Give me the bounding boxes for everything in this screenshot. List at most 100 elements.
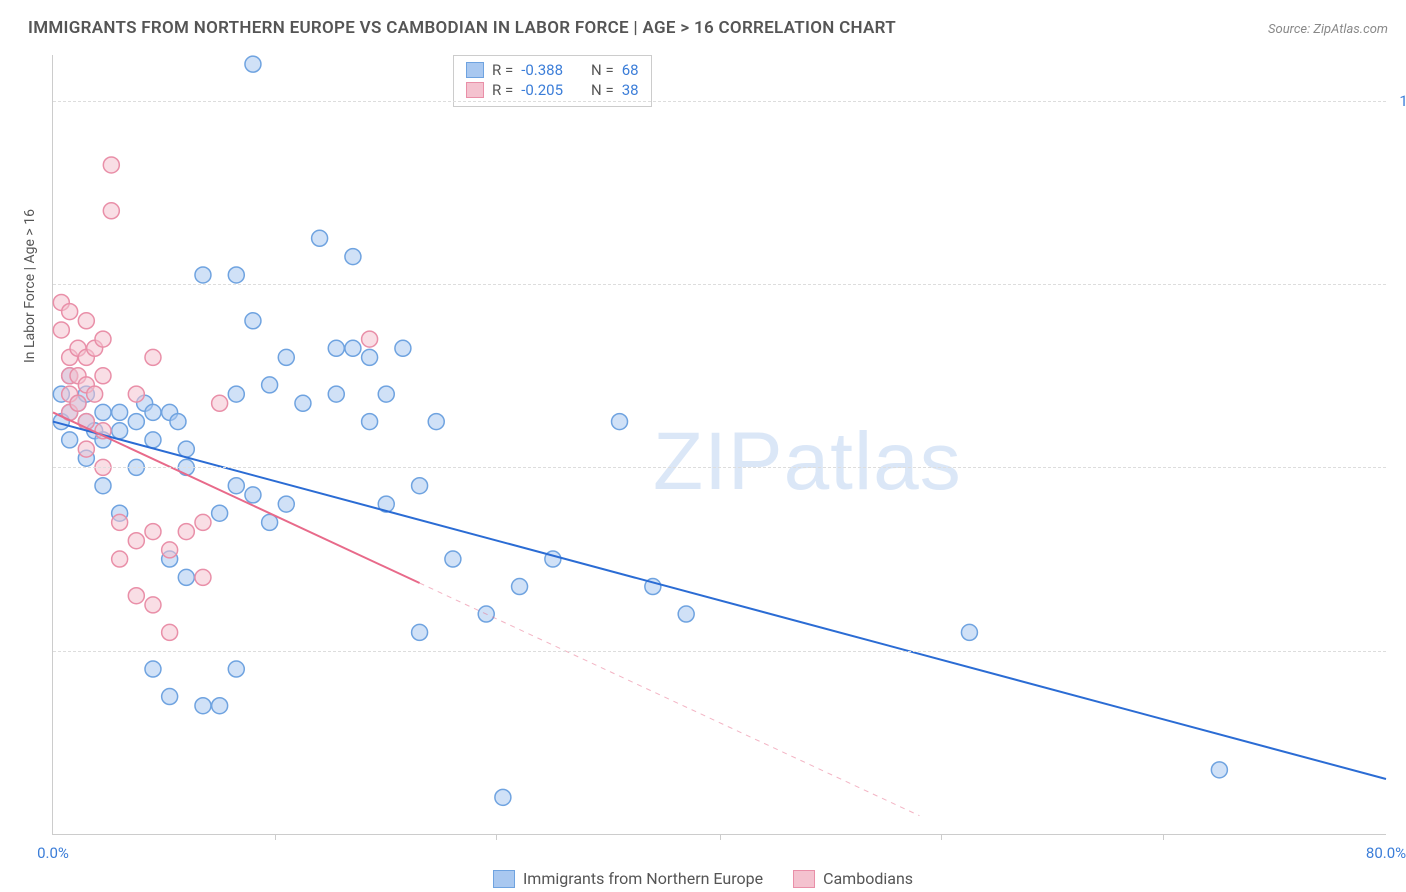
scatter-point (245, 313, 261, 329)
scatter-point (445, 551, 461, 567)
scatter-point (145, 432, 161, 448)
scatter-point (678, 606, 694, 622)
scatter-point (62, 432, 78, 448)
stats-swatch-series1 (466, 62, 484, 78)
scatter-point (53, 322, 69, 338)
scatter-point (62, 304, 78, 320)
stats-label-n: N = (591, 61, 614, 79)
stats-swatch-series2 (466, 82, 484, 98)
scatter-plot-svg (53, 55, 1386, 834)
scatter-point (328, 340, 344, 356)
stats-label-r: R = (492, 61, 513, 79)
legend-label-series1: Immigrants from Northern Europe (523, 869, 763, 888)
scatter-point (362, 331, 378, 347)
scatter-point (195, 698, 211, 714)
scatter-point (95, 478, 111, 494)
stats-r-series2: -0.205 (521, 81, 563, 99)
x-minor-tick (275, 834, 276, 840)
stats-n-series2: 38 (622, 81, 639, 99)
scatter-point (412, 478, 428, 494)
scatter-point (95, 331, 111, 347)
scatter-point (412, 624, 428, 640)
y-axis-title: In Labor Force | Age > 16 (22, 209, 38, 363)
trend-line-dashed (420, 583, 920, 816)
stats-label-n: N = (591, 81, 614, 99)
scatter-point (195, 267, 211, 283)
scatter-point (195, 569, 211, 585)
stats-row-series1: R = -0.388 N = 68 (466, 60, 639, 80)
scatter-point (212, 698, 228, 714)
scatter-point (345, 340, 361, 356)
scatter-point (345, 249, 361, 265)
scatter-point (262, 377, 278, 393)
scatter-point (78, 441, 94, 457)
legend-label-series2: Cambodians (823, 869, 913, 888)
x-minor-tick (496, 834, 497, 840)
scatter-point (178, 441, 194, 457)
scatter-point (212, 395, 228, 411)
scatter-point (162, 624, 178, 640)
stats-row-series2: R = -0.205 N = 38 (466, 80, 639, 100)
legend-swatch-series2 (793, 870, 815, 888)
scatter-point (145, 349, 161, 365)
scatter-point (95, 404, 111, 420)
stats-r-series1: -0.388 (521, 61, 563, 79)
scatter-point (112, 514, 128, 530)
scatter-point (70, 395, 86, 411)
chart-title: IMMIGRANTS FROM NORTHERN EUROPE VS CAMBO… (28, 18, 896, 38)
scatter-point (228, 661, 244, 677)
scatter-point (103, 157, 119, 173)
scatter-point (78, 313, 94, 329)
x-tick-label: 80.0% (1366, 844, 1406, 862)
scatter-point (362, 414, 378, 430)
source-attribution: Source: ZipAtlas.com (1268, 22, 1388, 37)
scatter-point (328, 386, 344, 402)
scatter-point (495, 789, 511, 805)
scatter-point (162, 689, 178, 705)
scatter-point (103, 203, 119, 219)
scatter-point (87, 386, 103, 402)
scatter-point (312, 230, 328, 246)
gridline-horizontal (53, 284, 1386, 285)
scatter-point (128, 414, 144, 430)
scatter-point (295, 395, 311, 411)
gridline-horizontal (53, 467, 1386, 468)
scatter-point (170, 414, 186, 430)
scatter-point (195, 514, 211, 530)
scatter-point (278, 349, 294, 365)
legend: Immigrants from Northern Europe Cambodia… (0, 869, 1406, 888)
y-tick-label: 100.0% (1399, 92, 1406, 110)
legend-item-series1: Immigrants from Northern Europe (493, 869, 763, 888)
scatter-point (245, 56, 261, 72)
scatter-point (162, 542, 178, 558)
scatter-point (95, 368, 111, 384)
scatter-point (112, 551, 128, 567)
scatter-point (145, 661, 161, 677)
scatter-point (112, 423, 128, 439)
scatter-point (228, 267, 244, 283)
stats-n-series1: 68 (622, 61, 639, 79)
scatter-point (128, 588, 144, 604)
scatter-point (145, 524, 161, 540)
scatter-point (961, 624, 977, 640)
stats-label-r: R = (492, 81, 513, 99)
correlation-stats-box: R = -0.388 N = 68 R = -0.205 N = 38 (453, 55, 652, 107)
gridline-horizontal (53, 101, 1386, 102)
x-minor-tick (1163, 834, 1164, 840)
scatter-point (512, 579, 528, 595)
legend-item-series2: Cambodians (793, 869, 913, 888)
scatter-point (128, 386, 144, 402)
scatter-point (128, 533, 144, 549)
scatter-point (362, 349, 378, 365)
scatter-point (245, 487, 261, 503)
scatter-point (178, 569, 194, 585)
scatter-point (178, 524, 194, 540)
legend-swatch-series1 (493, 870, 515, 888)
x-minor-tick (941, 834, 942, 840)
scatter-point (1211, 762, 1227, 778)
scatter-point (212, 505, 228, 521)
trend-line-solid (53, 422, 1386, 779)
scatter-point (145, 597, 161, 613)
scatter-point (228, 386, 244, 402)
gridline-horizontal (53, 651, 1386, 652)
